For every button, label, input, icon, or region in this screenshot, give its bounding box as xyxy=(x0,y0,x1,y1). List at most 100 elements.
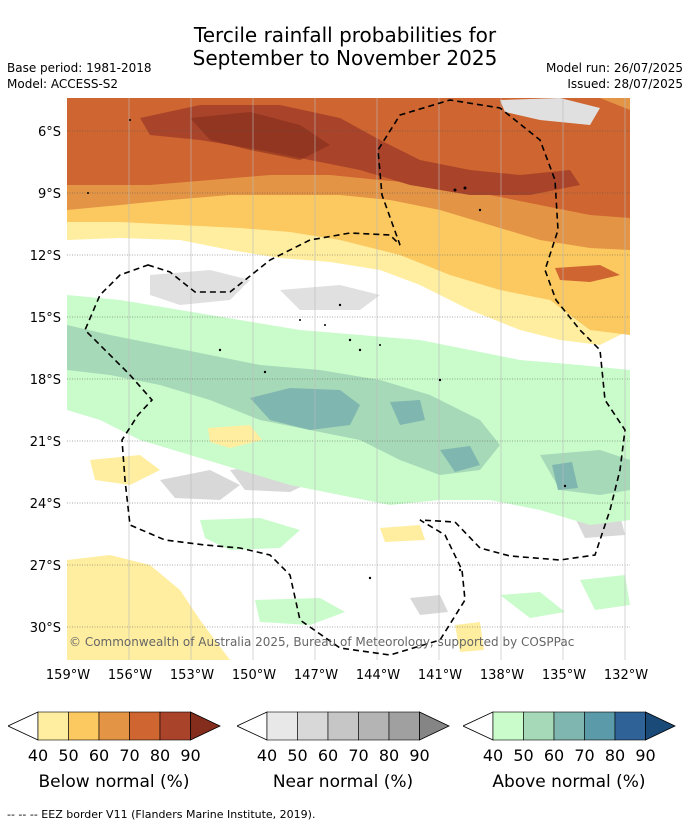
legend-max-arrow xyxy=(645,711,676,741)
eez-footnote: -- -- -- EEZ border V11 (Flanders Marine… xyxy=(7,808,316,821)
legend-swatch xyxy=(584,711,616,741)
below-40-south-4 xyxy=(455,622,484,652)
meta-right: Model run: 26/07/2025 Issued: 28/07/2025 xyxy=(546,60,683,92)
above-40-south-3 xyxy=(500,592,565,618)
above-40-south-2 xyxy=(255,598,345,625)
near-patch-center xyxy=(280,285,380,310)
legend-tick-label: 60 xyxy=(89,746,109,765)
eez-border xyxy=(84,99,626,656)
latitude-labels: 6°S 9°S 12°S 15°S 18°S 21°S 24°S 27°S 30°S xyxy=(30,125,61,636)
legend-title-below: Below normal (%) xyxy=(38,772,190,792)
legend-swatch xyxy=(327,711,359,741)
probability-map: © Commonwealth of Australia 2025, Bureau… xyxy=(30,98,648,683)
legend-swatch xyxy=(614,711,646,741)
lat-label: 21°S xyxy=(30,435,61,450)
base-period: Base period: 1981-2018 xyxy=(7,61,152,75)
legend-swatch xyxy=(68,711,100,741)
title-line-2: September to November 2025 xyxy=(192,46,498,70)
legend-swatch xyxy=(98,711,130,741)
near-patch-west xyxy=(150,270,250,305)
legend-tick-label: 70 xyxy=(574,746,594,765)
legend-tick-label: 70 xyxy=(348,746,368,765)
lat-label: 18°S xyxy=(30,373,61,388)
copyright-text: © Commonwealth of Australia 2025, Bureau… xyxy=(69,635,574,649)
legend-tick-label: 60 xyxy=(318,746,338,765)
legend-tick-label: 50 xyxy=(513,746,533,765)
legend-swatch xyxy=(129,711,161,741)
lat-label: 15°S xyxy=(30,311,61,326)
lon-label: 141°W xyxy=(418,668,462,683)
legend-min-arrow xyxy=(463,711,494,741)
legend-tick-label: 50 xyxy=(287,746,307,765)
longitude-labels: 159°W 156°W 153°W 150°W 147°W 144°W 141°W 138°W… xyxy=(46,668,648,683)
legend-tick-label: 50 xyxy=(58,746,78,765)
legend-tick-label: 70 xyxy=(119,746,139,765)
above-60-patch-2 xyxy=(390,400,425,425)
legend-tick-label: 40 xyxy=(257,746,277,765)
lon-label: 132°W xyxy=(604,668,648,683)
legend-tick-label: 90 xyxy=(180,746,200,765)
below-40-south-3 xyxy=(380,525,425,542)
lat-label: 27°S xyxy=(30,559,61,574)
legend-swatch xyxy=(297,711,329,741)
legend-swatch xyxy=(266,711,298,741)
legend-swatch xyxy=(388,711,420,741)
below-40-southwest xyxy=(67,555,230,660)
legend-max-arrow xyxy=(190,711,221,741)
lon-label: 156°W xyxy=(108,668,152,683)
legend-min-arrow xyxy=(237,711,268,741)
meta-left: Base period: 1981-2018 Model: ACCESS-S2 xyxy=(7,60,152,92)
legend-title-near: Near normal (%) xyxy=(272,772,414,792)
legend-tick-label: 40 xyxy=(483,746,503,765)
lat-label: 9°S xyxy=(38,187,61,202)
legend-max-arrow xyxy=(419,711,450,741)
legend-swatch xyxy=(523,711,555,741)
legend-colorbar-below: 40 50 60 70 80 90 xyxy=(8,711,221,765)
lat-label: 12°S xyxy=(30,249,61,264)
legend-swatch xyxy=(358,711,390,741)
legend-tick-label: 40 xyxy=(28,746,48,765)
lon-label: 153°W xyxy=(170,668,214,683)
legend-swatch xyxy=(553,711,585,741)
lon-label: 144°W xyxy=(356,668,400,683)
legend-swatch xyxy=(37,711,69,741)
legend-min-arrow xyxy=(8,711,39,741)
above-60-east xyxy=(552,462,578,490)
lon-label: 147°W xyxy=(294,668,338,683)
below-90-zone xyxy=(190,112,330,160)
lon-label: 150°W xyxy=(232,668,276,683)
above-60-patch-1 xyxy=(250,388,360,430)
legend-colorbar-near: 40 50 60 70 80 90 xyxy=(237,711,450,765)
model-run: Model run: 26/07/2025 xyxy=(545,61,683,75)
legend-tick-label: 80 xyxy=(605,746,625,765)
legend-tick-label: 90 xyxy=(409,746,429,765)
issued-date: Issued: 28/07/2025 xyxy=(567,77,683,91)
legend-title-above: Above normal (%) xyxy=(492,772,646,792)
near-patch-south-3 xyxy=(410,595,448,615)
below-70-patch xyxy=(555,265,620,282)
lat-label: 6°S xyxy=(38,125,61,140)
below-40-south-2 xyxy=(208,425,262,448)
legend-tick-label: 80 xyxy=(379,746,399,765)
lat-label: 30°S xyxy=(30,621,61,636)
legend-tick-label: 90 xyxy=(635,746,655,765)
near-patch-north xyxy=(500,98,600,125)
lon-label: 159°W xyxy=(46,668,90,683)
lon-label: 135°W xyxy=(542,668,586,683)
title-line-1: Tercile rainfall probabilities for xyxy=(193,23,497,47)
legend-colorbar-above: 40 50 60 70 80 90 xyxy=(463,711,676,765)
islands xyxy=(87,119,567,580)
near-patch-south-1 xyxy=(160,470,240,500)
chart-title: Tercile rainfall probabilities for Septe… xyxy=(0,24,690,70)
legend-tick-label: 80 xyxy=(150,746,170,765)
legend-tick-label: 60 xyxy=(544,746,564,765)
legend-swatch xyxy=(492,711,524,741)
above-60-patch-3 xyxy=(440,446,480,472)
lat-label: 24°S xyxy=(30,497,61,512)
meridians xyxy=(128,98,626,660)
map-field xyxy=(67,98,630,660)
lon-label: 138°W xyxy=(480,668,524,683)
above-40-south-4 xyxy=(580,575,630,610)
model-name: Model: ACCESS-S2 xyxy=(7,77,119,91)
above-40-south xyxy=(200,518,300,550)
